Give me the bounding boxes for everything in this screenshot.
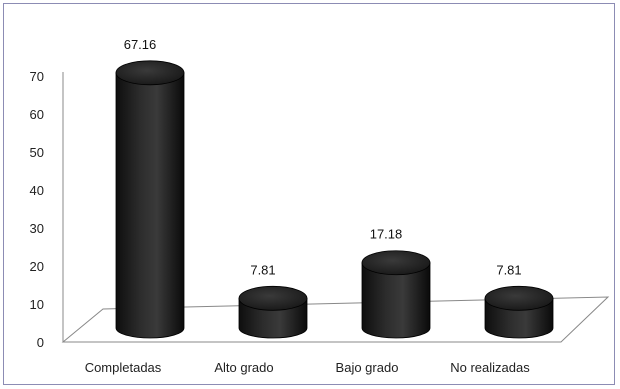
y-tick-label: 70: [30, 69, 44, 84]
y-tick-label: 0: [37, 335, 44, 350]
data-label: 17.18: [370, 227, 403, 242]
bar-body: [361, 262, 431, 339]
bar-top: [238, 285, 308, 311]
bar: [484, 285, 554, 339]
y-tick-label: 40: [30, 183, 44, 198]
data-label: 7.81: [250, 262, 275, 277]
bar: [115, 60, 185, 339]
y-tick-label: 60: [30, 107, 44, 122]
x-category-label: Bajo grado: [336, 360, 399, 375]
x-category-label: Completadas: [85, 360, 162, 375]
y-tick-label: 10: [30, 297, 44, 312]
y-tick-label: 30: [30, 221, 44, 236]
label-layer: 0 10 20 30 40 50 60 70 67.16 Completadas 7.81 Alto …: [30, 37, 531, 375]
chart-floor: [61, 296, 610, 343]
bar-top: [484, 285, 554, 311]
bar-body: [115, 72, 185, 339]
data-label: 7.81: [496, 262, 521, 277]
bar-top: [361, 250, 431, 276]
y-tick-label: 50: [30, 145, 44, 160]
bar-layer: [115, 60, 554, 339]
axis-layer: [61, 72, 610, 343]
x-category-label: Alto grado: [214, 360, 273, 375]
data-label: 67.16: [124, 37, 157, 52]
y-tick-label: 20: [30, 259, 44, 274]
bar: [238, 285, 308, 339]
bar-top: [115, 60, 185, 86]
x-category-label: No realizadas: [450, 360, 530, 375]
bar: [361, 250, 431, 339]
